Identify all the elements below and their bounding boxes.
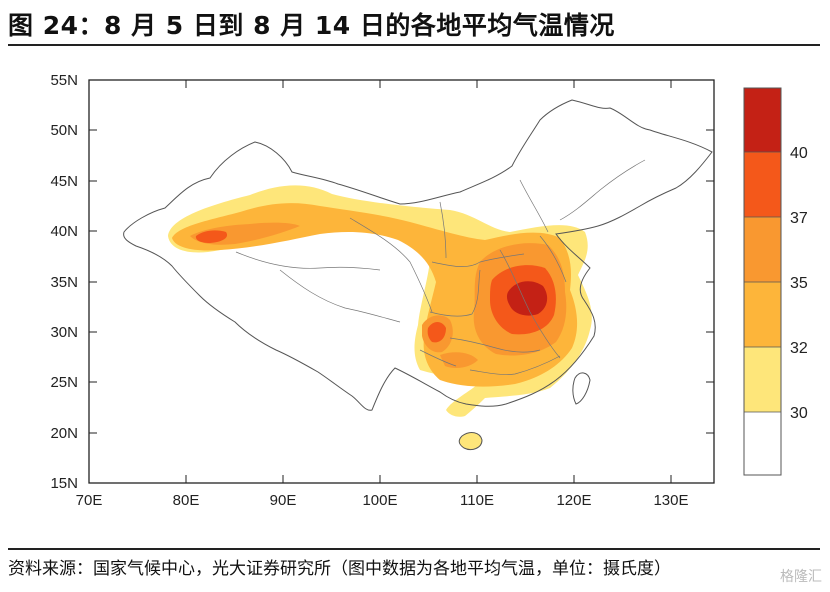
map-frame — [88, 79, 715, 484]
lon-tick-label: 90E — [270, 492, 297, 509]
lat-tick-label: 20N — [50, 425, 78, 442]
color-bar-band — [744, 217, 781, 282]
figure-title: 图 24：8 月 5 日到 8 月 14 日的各地平均气温情况 — [8, 11, 615, 40]
source-note: 资料来源：国家气候中心，光大证券研究所（图中数据为各地平均气温，单位：摄氏度） — [8, 559, 671, 579]
temperature-shading — [168, 185, 592, 450]
band-37-xinjiang — [195, 230, 228, 243]
lat-tick-label: 50N — [50, 122, 78, 139]
color-bar-band — [744, 152, 781, 217]
lat-tick-label: 45N — [50, 173, 78, 190]
lon-tick-label: 130E — [653, 492, 688, 509]
color-bar-label: 35 — [790, 275, 808, 292]
axis-ticks — [88, 79, 714, 484]
lat-tick-label: 15N — [50, 475, 78, 492]
lat-tick-label: 30N — [50, 324, 78, 341]
source-rule — [8, 548, 820, 550]
lat-tick-label: 35N — [50, 274, 78, 291]
lon-tick-label: 100E — [362, 492, 397, 509]
color-bar-label: 37 — [790, 210, 808, 227]
band-35-south — [440, 352, 478, 368]
lat-tick-label: 55N — [50, 72, 78, 89]
color-bar-label: 32 — [790, 340, 808, 357]
lon-tick-label: 70E — [76, 492, 103, 509]
lon-tick-label: 80E — [173, 492, 200, 509]
band-32-region — [172, 203, 578, 387]
lon-tick-label: 110E — [460, 492, 494, 509]
color-bar-labels: 30 32 35 37 40 — [790, 145, 808, 422]
china-outline — [123, 99, 713, 451]
color-bar-band — [744, 412, 781, 475]
band-37-sichuan — [427, 322, 446, 343]
lat-tick-label: 25N — [50, 374, 78, 391]
band-30-hainan — [459, 432, 482, 450]
band-40-core — [506, 281, 548, 316]
color-bar — [743, 87, 782, 476]
lat-tick-label: 40N — [50, 223, 78, 240]
color-bar-frame — [743, 87, 782, 476]
color-bar-band — [744, 347, 781, 412]
color-bar-band — [744, 88, 781, 152]
lon-tick-labels: 70E 80E 90E 100E 110E 120E 130E — [76, 492, 689, 509]
color-bar-label: 30 — [790, 405, 808, 422]
color-bar-label: 40 — [790, 145, 808, 162]
color-bar-band — [744, 282, 781, 347]
province-borders — [235, 159, 646, 375]
watermark: 格隆汇 — [780, 569, 822, 585]
lon-tick-label: 120E — [556, 492, 591, 509]
title-rule — [8, 44, 820, 46]
lat-tick-labels: 15N 20N 25N 30N 35N 40N 45N 50N 55N — [50, 72, 78, 492]
